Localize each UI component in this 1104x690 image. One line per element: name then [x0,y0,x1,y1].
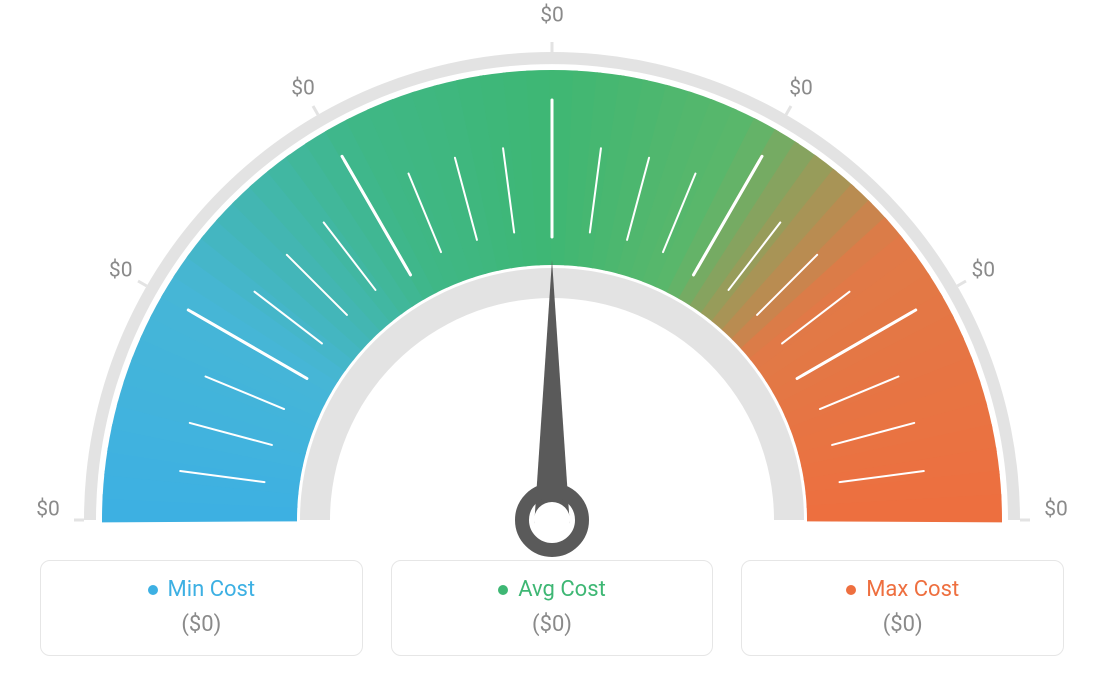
legend-card-avg: Avg Cost ($0) [391,560,714,656]
legend-dot-min [148,585,158,595]
svg-text:$0: $0 [971,259,995,283]
svg-text:$0: $0 [36,498,60,522]
legend-value-avg: ($0) [402,612,703,637]
legend-value-min: ($0) [51,612,352,637]
gauge-svg: $0 $0 $0 $0 $0 $0 $0 [0,0,1104,560]
legend-title-max: Max Cost [846,577,959,602]
svg-text:$0: $0 [540,4,564,28]
legend-title-avg: Avg Cost [498,577,606,602]
legend-dot-avg [498,585,508,595]
svg-text:$0: $0 [1044,498,1068,522]
legend-label-avg: Avg Cost [518,577,606,602]
legend-label-min: Min Cost [168,577,256,602]
legend-label-max: Max Cost [866,577,959,602]
legend-title-min: Min Cost [148,577,256,602]
legend-card-min: Min Cost ($0) [40,560,363,656]
gauge-chart: $0 $0 $0 $0 $0 $0 $0 [0,0,1104,560]
svg-text:$0: $0 [789,76,813,100]
svg-text:$0: $0 [291,76,315,100]
legend-dot-max [846,585,856,595]
svg-text:$0: $0 [109,259,133,283]
legend-row: Min Cost ($0) Avg Cost ($0) Max Cost ($0… [0,560,1104,656]
legend-card-max: Max Cost ($0) [741,560,1064,656]
legend-value-max: ($0) [752,612,1053,637]
